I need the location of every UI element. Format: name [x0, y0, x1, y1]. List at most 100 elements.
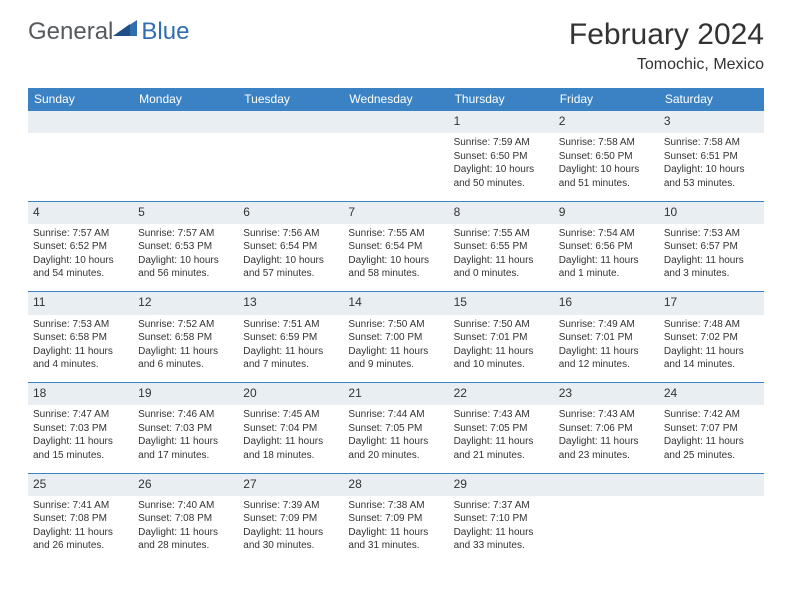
day-detail-line: Sunset: 6:50 PM: [454, 150, 549, 164]
day-detail-line: Daylight: 11 hours: [138, 345, 233, 359]
day-detail-cell: Sunrise: 7:47 AMSunset: 7:03 PMDaylight:…: [28, 405, 133, 473]
day-detail-line: Sunrise: 7:44 AM: [348, 408, 443, 422]
day-detail-line: Sunrise: 7:40 AM: [138, 499, 233, 513]
day-header: Friday: [554, 88, 659, 111]
day-detail-cell: Sunrise: 7:49 AMSunset: 7:01 PMDaylight:…: [554, 315, 659, 383]
day-detail-line: Daylight: 11 hours: [243, 526, 338, 540]
day-detail-line: Sunrise: 7:58 AM: [664, 136, 759, 150]
day-number-cell: [28, 111, 133, 134]
day-header: Tuesday: [238, 88, 343, 111]
location: Tomochic, Mexico: [569, 56, 764, 74]
day-detail-cell: Sunrise: 7:52 AMSunset: 6:58 PMDaylight:…: [133, 315, 238, 383]
day-detail-line: Sunrise: 7:47 AM: [33, 408, 128, 422]
day-detail-line: Daylight: 10 hours: [33, 254, 128, 268]
day-detail-line: Sunset: 6:55 PM: [454, 240, 549, 254]
day-detail-cell: Sunrise: 7:45 AMSunset: 7:04 PMDaylight:…: [238, 405, 343, 473]
day-detail-line: and 26 minutes.: [33, 539, 128, 553]
day-number: 3: [664, 113, 759, 129]
day-detail-line: Sunrise: 7:56 AM: [243, 227, 338, 241]
day-detail-line: Sunset: 6:54 PM: [348, 240, 443, 254]
day-detail-cell: [133, 133, 238, 201]
day-detail-line: Daylight: 10 hours: [559, 163, 654, 177]
day-number-cell: 24: [659, 383, 764, 406]
day-number-cell: 29: [449, 473, 554, 496]
day-detail-line: and 1 minute.: [559, 267, 654, 281]
day-detail-line: Sunset: 6:56 PM: [559, 240, 654, 254]
day-detail-line: and 53 minutes.: [664, 177, 759, 191]
day-number-cell: [659, 473, 764, 496]
day-detail-cell: Sunrise: 7:59 AMSunset: 6:50 PMDaylight:…: [449, 133, 554, 201]
day-detail-line: Daylight: 11 hours: [664, 254, 759, 268]
day-detail-line: Daylight: 11 hours: [454, 254, 549, 268]
day-detail-cell: Sunrise: 7:56 AMSunset: 6:54 PMDaylight:…: [238, 224, 343, 292]
day-detail-line: Daylight: 11 hours: [559, 435, 654, 449]
day-detail-line: Sunset: 7:02 PM: [664, 331, 759, 345]
day-detail-line: Sunrise: 7:48 AM: [664, 318, 759, 332]
day-detail-line: and 57 minutes.: [243, 267, 338, 281]
day-number-cell: 5: [133, 201, 238, 224]
week-number-row: 11121314151617: [28, 292, 764, 315]
day-detail-line: and 15 minutes.: [33, 449, 128, 463]
day-detail-line: Sunrise: 7:37 AM: [454, 499, 549, 513]
day-detail-line: Sunset: 7:10 PM: [454, 512, 549, 526]
logo-triangle-icon: [113, 18, 139, 43]
day-number-cell: 15: [449, 292, 554, 315]
day-detail-line: Daylight: 11 hours: [243, 435, 338, 449]
day-detail-line: and 4 minutes.: [33, 358, 128, 372]
day-detail-line: and 10 minutes.: [454, 358, 549, 372]
day-number: 26: [138, 476, 233, 492]
day-detail-line: Sunrise: 7:43 AM: [454, 408, 549, 422]
day-detail-line: and 20 minutes.: [348, 449, 443, 463]
day-detail-line: Daylight: 10 hours: [243, 254, 338, 268]
day-number: 27: [243, 476, 338, 492]
day-number: 13: [243, 294, 338, 310]
day-detail-line: and 3 minutes.: [664, 267, 759, 281]
week-number-row: 123: [28, 111, 764, 134]
day-number: 22: [454, 385, 549, 401]
day-detail-line: Sunset: 7:06 PM: [559, 422, 654, 436]
day-number: 4: [33, 204, 128, 220]
day-header: Saturday: [659, 88, 764, 111]
day-detail-cell: Sunrise: 7:42 AMSunset: 7:07 PMDaylight:…: [659, 405, 764, 473]
day-number: 21: [348, 385, 443, 401]
day-number-cell: 2: [554, 111, 659, 134]
day-number: 17: [664, 294, 759, 310]
day-detail-line: Sunrise: 7:53 AM: [33, 318, 128, 332]
day-detail-line: Sunset: 7:04 PM: [243, 422, 338, 436]
day-detail-line: and 7 minutes.: [243, 358, 338, 372]
day-number-cell: 18: [28, 383, 133, 406]
day-header: Sunday: [28, 88, 133, 111]
day-number-cell: 21: [343, 383, 448, 406]
day-number-cell: 20: [238, 383, 343, 406]
day-number: 25: [33, 476, 128, 492]
day-detail-line: Daylight: 11 hours: [33, 345, 128, 359]
day-detail-cell: Sunrise: 7:54 AMSunset: 6:56 PMDaylight:…: [554, 224, 659, 292]
day-detail-line: Daylight: 11 hours: [454, 435, 549, 449]
day-detail-line: Daylight: 10 hours: [664, 163, 759, 177]
day-detail-line: Sunrise: 7:50 AM: [454, 318, 549, 332]
day-detail-line: Sunset: 6:52 PM: [33, 240, 128, 254]
day-number-cell: 13: [238, 292, 343, 315]
day-detail-line: and 58 minutes.: [348, 267, 443, 281]
week-number-row: 45678910: [28, 201, 764, 224]
day-detail-cell: Sunrise: 7:58 AMSunset: 6:50 PMDaylight:…: [554, 133, 659, 201]
day-number-cell: 27: [238, 473, 343, 496]
day-number: 23: [559, 385, 654, 401]
day-detail-line: and 51 minutes.: [559, 177, 654, 191]
day-number-cell: 6: [238, 201, 343, 224]
day-detail-line: Sunset: 7:01 PM: [559, 331, 654, 345]
day-detail-line: and 30 minutes.: [243, 539, 338, 553]
day-detail-cell: Sunrise: 7:39 AMSunset: 7:09 PMDaylight:…: [238, 496, 343, 564]
day-number: 11: [33, 294, 128, 310]
week-detail-row: Sunrise: 7:53 AMSunset: 6:58 PMDaylight:…: [28, 315, 764, 383]
day-number-cell: 1: [449, 111, 554, 134]
week-number-row: 181920 21 22 23 24: [28, 383, 764, 406]
day-number-cell: 4: [28, 201, 133, 224]
day-detail-line: Sunset: 7:01 PM: [454, 331, 549, 345]
logo-text-blue: Blue: [141, 18, 189, 46]
day-header: Thursday: [449, 88, 554, 111]
day-detail-cell: Sunrise: 7:53 AMSunset: 6:57 PMDaylight:…: [659, 224, 764, 292]
day-detail-line: Daylight: 10 hours: [138, 254, 233, 268]
day-detail-line: Sunset: 7:08 PM: [33, 512, 128, 526]
day-number-cell: 19: [133, 383, 238, 406]
